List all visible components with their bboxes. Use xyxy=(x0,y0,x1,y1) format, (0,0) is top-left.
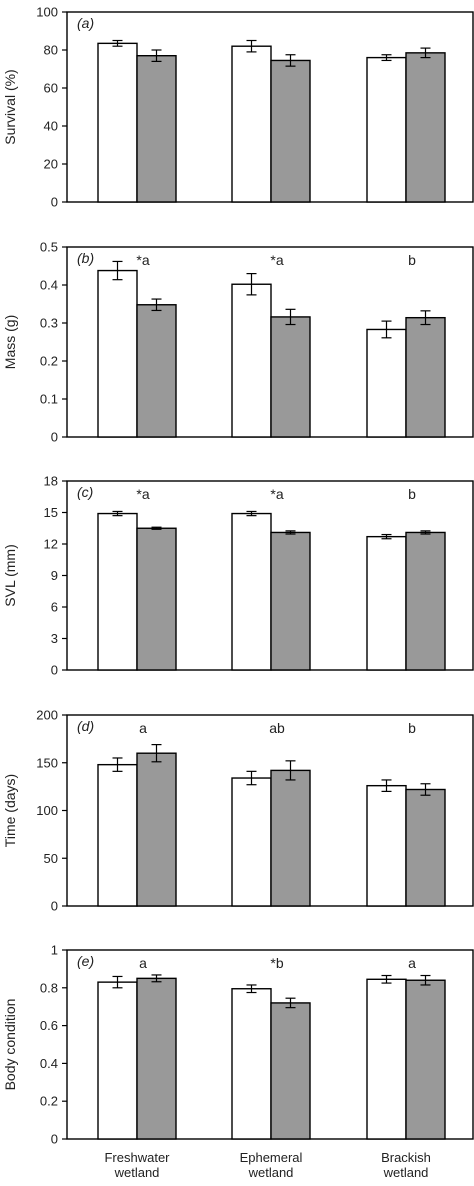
y-tick-label: 100 xyxy=(36,5,58,20)
x-category-label: wetland xyxy=(114,1165,160,1180)
significance-label: ab xyxy=(269,720,285,736)
bar-white xyxy=(97,42,138,203)
y-tick-label: 0.4 xyxy=(40,278,58,293)
bar-white xyxy=(366,784,407,907)
y-tick-label: 0.6 xyxy=(40,1018,58,1033)
significance-label: *a xyxy=(136,486,149,502)
y-tick-label: 0 xyxy=(51,195,58,210)
y-tick-label: 1 xyxy=(51,943,58,958)
x-category-label: wetland xyxy=(248,1165,294,1180)
bar-white xyxy=(97,763,138,907)
y-tick-label: 200 xyxy=(36,708,58,723)
significance-label: b xyxy=(408,486,416,502)
y-tick-label: 150 xyxy=(36,755,58,770)
bar-grey xyxy=(405,979,446,1140)
y-tick-label: 0.2 xyxy=(40,1094,58,1109)
bar-grey xyxy=(405,788,446,907)
significance-label: a xyxy=(408,955,416,971)
bar-white xyxy=(231,777,272,907)
bar-grey xyxy=(270,769,311,907)
y-axis-label: Mass (g) xyxy=(2,315,18,369)
bar-white xyxy=(231,283,272,438)
y-tick-label: 0 xyxy=(51,1132,58,1147)
bar-white xyxy=(366,978,407,1140)
y-tick-label: 0.3 xyxy=(40,316,58,331)
y-tick-label: 15 xyxy=(44,505,58,520)
y-tick-label: 60 xyxy=(44,81,58,96)
y-tick-label: 0 xyxy=(51,663,58,678)
y-tick-label: 9 xyxy=(51,568,58,583)
bar-white xyxy=(231,512,272,671)
panel-label: (c) xyxy=(77,484,93,500)
y-tick-label: 0.5 xyxy=(40,240,58,255)
x-category-label: wetland xyxy=(383,1165,429,1180)
bar-grey xyxy=(136,527,177,671)
bar-grey xyxy=(270,531,311,671)
y-tick-label: 0.4 xyxy=(40,1056,58,1071)
y-tick-label: 0.1 xyxy=(40,392,58,407)
significance-label: b xyxy=(408,720,416,736)
bar-white xyxy=(97,981,138,1140)
y-tick-label: 3 xyxy=(51,631,58,646)
bar-white xyxy=(366,56,407,203)
bar-grey xyxy=(270,316,311,438)
bar-white xyxy=(97,512,138,671)
bar-grey xyxy=(270,1002,311,1140)
significance-label: *a xyxy=(136,252,149,268)
panel-label: (e) xyxy=(77,953,94,969)
y-tick-label: 100 xyxy=(36,803,58,818)
bar-grey xyxy=(136,977,177,1140)
significance-label: b xyxy=(408,252,416,268)
y-axis-label: Time (days) xyxy=(2,774,18,847)
y-tick-label: 12 xyxy=(44,537,58,552)
bar-white xyxy=(366,328,407,438)
bar-grey xyxy=(405,316,446,438)
x-category-label: Brackish xyxy=(381,1150,431,1165)
bar-white xyxy=(231,988,272,1140)
y-tick-label: 0 xyxy=(51,430,58,445)
significance-label: *b xyxy=(270,955,283,971)
bar-white xyxy=(366,535,407,671)
y-tick-label: 40 xyxy=(44,119,58,134)
y-tick-label: 6 xyxy=(51,600,58,615)
significance-label: a xyxy=(139,720,147,736)
x-category-label: Ephemeral xyxy=(240,1150,303,1165)
y-tick-label: 50 xyxy=(44,851,58,866)
bar-grey xyxy=(136,304,177,438)
y-tick-label: 18 xyxy=(44,474,58,489)
bar-white xyxy=(231,45,272,203)
panel-label: (a) xyxy=(77,15,94,31)
significance-label: *a xyxy=(270,486,283,502)
significance-label: *a xyxy=(270,252,283,268)
y-axis-label: SVL (mm) xyxy=(2,544,18,606)
significance-label: a xyxy=(139,955,147,971)
bar-grey xyxy=(270,59,311,203)
y-tick-label: 80 xyxy=(44,43,58,58)
bar-grey xyxy=(405,52,446,203)
bar-grey xyxy=(136,752,177,907)
x-category-label: Freshwater xyxy=(104,1150,170,1165)
y-axis-label: Survival (%) xyxy=(2,69,18,144)
bar-grey xyxy=(136,55,177,203)
y-axis-label: Body condition xyxy=(2,999,18,1091)
y-tick-label: 0.8 xyxy=(40,980,58,995)
panel-label: (b) xyxy=(77,250,94,266)
y-tick-label: 0 xyxy=(51,899,58,914)
bar-grey xyxy=(405,531,446,671)
bar-white xyxy=(97,269,138,438)
panel-label: (d) xyxy=(77,718,94,734)
y-tick-label: 20 xyxy=(44,157,58,172)
y-tick-label: 0.2 xyxy=(40,354,58,369)
